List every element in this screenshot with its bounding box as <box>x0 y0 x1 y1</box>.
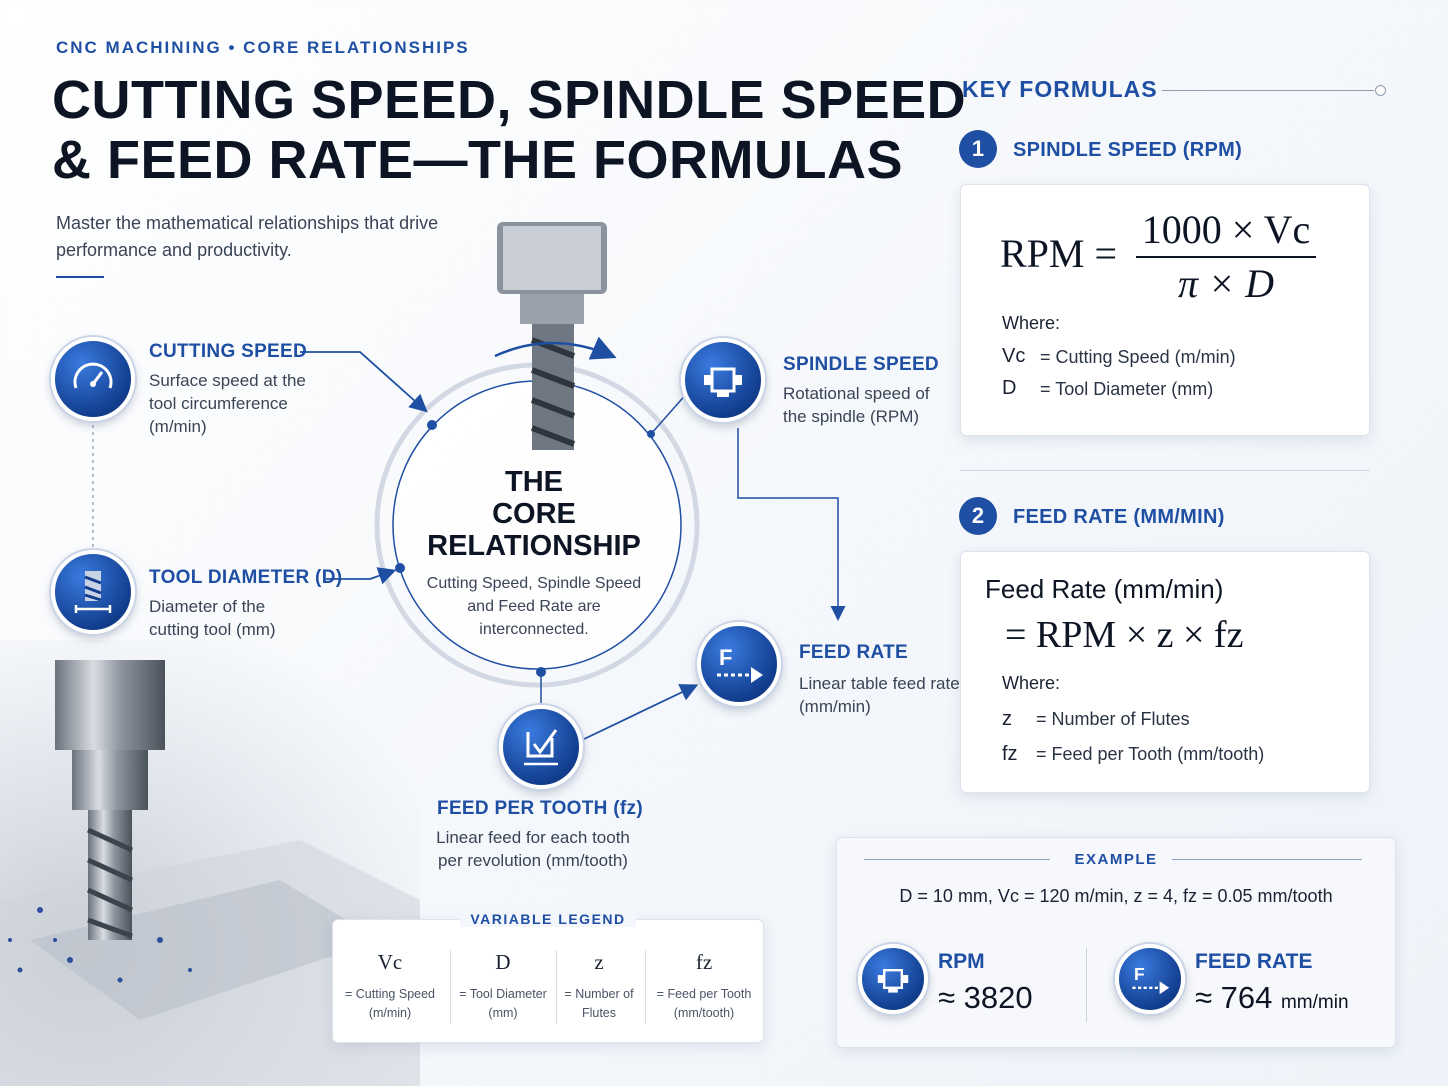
feed-per-tooth-desc: Linear feed for each tooth per revolutio… <box>436 828 630 870</box>
feed-where: Where: <box>1002 673 1061 693</box>
feed-formula-title: FEED RATE (MM/MIN) <box>1013 506 1225 528</box>
spindle-where: Where: <box>1002 313 1061 333</box>
feed-formula-card <box>960 551 1370 793</box>
legend-item: fz = Feed per Tooth (mm/tooth) <box>656 950 752 1020</box>
diagram-connectors <box>92 222 846 741</box>
core-title: THE CORE RELATIONSHIP <box>420 466 648 562</box>
subtitle: Master the mathematical relationships th… <box>56 213 439 260</box>
core-text: Cutting Speed, Spindle Speed and Feed Ra… <box>426 575 642 638</box>
core-title-line-2: CORE <box>492 498 576 530</box>
tool-diameter-desc: Diameter of the cutting tool (mm) <box>149 597 276 639</box>
example-divider <box>1086 948 1087 1022</box>
spindle-tool-graphic <box>494 222 617 450</box>
cutting-speed-title: CUTTING SPEED <box>149 341 308 362</box>
legend-item: Vc = Cutting Speed (m/min) <box>345 950 435 1020</box>
spindle-formula-card <box>960 184 1370 436</box>
key-formulas-rule-end <box>1375 85 1386 96</box>
feed-rate-title: FEED RATE <box>799 642 908 663</box>
rpm-denominator: π × D <box>1178 261 1274 306</box>
eyebrow: CNC MACHINING • CORE RELATIONSHIPS <box>56 38 470 57</box>
subtitle-rule <box>56 276 104 278</box>
feed-formula-line-1: Feed Rate (mm/min) <box>985 574 1224 604</box>
legend-divider <box>645 950 646 1024</box>
title-line-2: & FEED RATE—THE FORMULAS <box>52 130 903 190</box>
formula-number-2: 2 <box>959 497 997 535</box>
speedometer-icon <box>51 337 135 421</box>
example-title: EXAMPLE <box>1074 851 1158 868</box>
rpm-lhs: RPM = <box>1000 231 1118 276</box>
spindle-speed-desc: Rotational speed of the spindle (RPM) <box>783 384 930 426</box>
legend-divider <box>556 950 557 1024</box>
variable-legend-card <box>332 919 764 1043</box>
var-definition: = Tool Diameter (mm) <box>1040 379 1214 399</box>
example-rule-right <box>1172 859 1362 860</box>
legend-divider <box>450 950 451 1024</box>
spindle-motor-icon <box>681 338 765 422</box>
example-feed-number: ≈ 764 <box>1195 980 1273 1015</box>
feed-per-tooth-title: FEED PER TOOTH (fz) <box>437 798 643 819</box>
example-feed-label: FEED RATE <box>1195 950 1313 973</box>
core-title-line-1: THE <box>505 466 563 498</box>
end-mill-icon <box>51 550 135 634</box>
legend-item: D = Tool Diameter (mm) <box>459 950 547 1020</box>
example-card <box>836 837 1396 1048</box>
spindle-speed-title: SPINDLE SPEED <box>783 354 939 375</box>
example-feed-unit: mm/min <box>1280 992 1349 1013</box>
var-symbol: Vc <box>1002 345 1026 367</box>
example-rpm-value: ≈ 3820 <box>938 980 1033 1015</box>
var-symbol: D <box>1002 377 1017 399</box>
var-symbol: z <box>1002 708 1012 730</box>
legend-item: z = Number of Flutes <box>564 950 634 1020</box>
feed-formula-line-2: = RPM × z × fz <box>1005 614 1244 656</box>
example-values: D = 10 mm, Vc = 120 m/min, z = 4, fz = 0… <box>899 886 1333 906</box>
var-definition: = Feed per Tooth (mm/tooth) <box>1036 744 1265 764</box>
var-definition: = Number of Flutes <box>1036 709 1190 729</box>
key-formulas-rule <box>1162 90 1374 91</box>
formula-number-1: 1 <box>959 130 997 168</box>
var-symbol: fz <box>1002 743 1018 765</box>
feed-rate-desc: Linear table feed rate (mm/min) <box>799 674 960 716</box>
page-title: CUTTING SPEED, SPINDLE SPEED & FEED RATE… <box>52 70 966 190</box>
feed-arrow-icon: F <box>1115 944 1185 1014</box>
core-title-line-3: RELATIONSHIP <box>427 530 641 562</box>
machining-photo <box>0 640 420 1086</box>
cutting-speed-desc: Surface speed at the tool circumference … <box>149 371 306 436</box>
tool-diameter-title: TOOL DIAMETER (D) <box>149 567 343 588</box>
svg-text:F: F <box>1134 964 1145 984</box>
spindle-motor-icon <box>858 944 928 1014</box>
section-divider <box>960 470 1370 471</box>
svg-text:F: F <box>719 645 732 670</box>
spindle-formula-title: SPINDLE SPEED (RPM) <box>1013 139 1243 161</box>
example-rule-left <box>864 859 1050 860</box>
fraction-bar <box>1136 256 1316 258</box>
key-formulas-title: KEY FORMULAS <box>962 76 1158 102</box>
variable-legend-title: VARIABLE LEGEND <box>332 911 764 927</box>
rpm-numerator: 1000 × Vc <box>1141 207 1311 252</box>
feed-arrow-icon: F <box>697 622 781 706</box>
title-line-1: CUTTING SPEED, SPINDLE SPEED <box>52 70 967 130</box>
example-rpm-label: RPM <box>938 950 985 973</box>
example-feed-value: ≈ 764 mm/min <box>1195 980 1349 1016</box>
tooth-feed-icon <box>499 705 583 789</box>
var-definition: = Cutting Speed (m/min) <box>1040 347 1236 367</box>
